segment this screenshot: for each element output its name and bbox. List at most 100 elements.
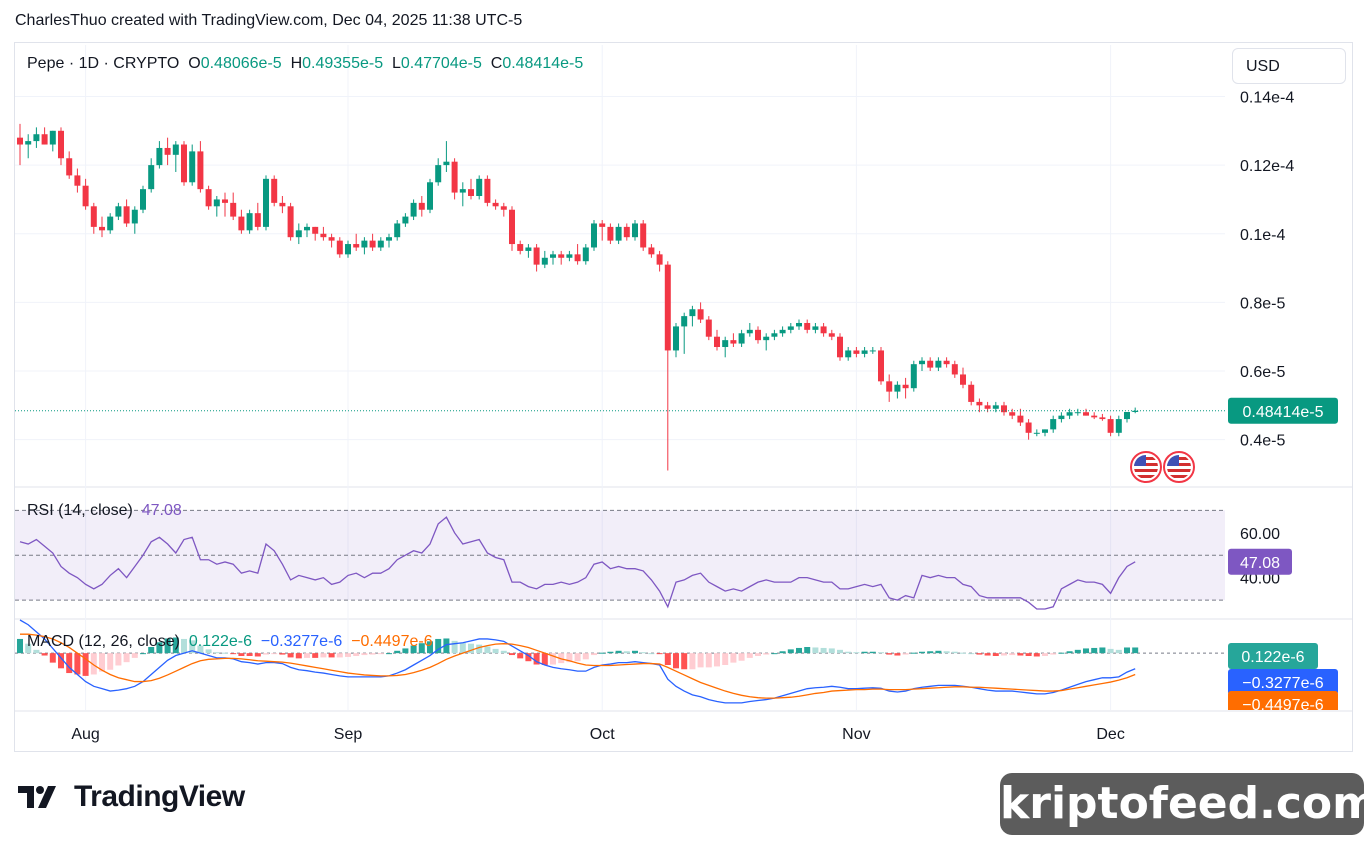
macd-histogram-bar xyxy=(1099,647,1106,654)
macd-histogram-bar xyxy=(459,642,466,654)
candle-body xyxy=(533,247,540,265)
candle-body xyxy=(984,405,991,409)
candle-body xyxy=(451,161,458,193)
macd-histogram-bar xyxy=(1124,647,1130,654)
macd-signal-badge xyxy=(1228,691,1338,710)
macd-histogram-bar xyxy=(755,653,761,656)
candle-body xyxy=(738,333,745,344)
candle-body xyxy=(582,247,589,262)
candle-body xyxy=(197,151,204,190)
macd-histogram-bar xyxy=(500,650,507,654)
candle-body xyxy=(25,141,32,145)
macd-histogram-bar xyxy=(345,653,351,657)
macd-histogram-bar xyxy=(533,653,540,665)
macd-histogram-bar xyxy=(656,653,663,655)
axes: 0.14e-4 0.12e-4 0.1e-4 0.8e-5 0.6e-5 0.4e-5 Au… xyxy=(71,89,1338,743)
candle-body xyxy=(492,202,499,207)
close-label: C xyxy=(490,55,503,72)
macd-histogram-bar xyxy=(33,649,40,654)
macd-histogram-bar xyxy=(681,653,688,670)
macd-histogram-bar xyxy=(476,644,483,654)
candle-body xyxy=(279,202,286,207)
macd-histogram-bar xyxy=(697,653,704,668)
rsi-legend[interactable]: RSI (14, close) 47.08 xyxy=(27,502,182,520)
candle-body xyxy=(1091,415,1098,418)
candle-body xyxy=(640,223,647,248)
macd-histogram-bar xyxy=(845,651,852,654)
candle-body xyxy=(632,223,638,238)
candle-body xyxy=(837,336,843,358)
macd-histogram-bar xyxy=(574,653,581,662)
candle-body xyxy=(861,350,868,354)
macd-histogram-bar xyxy=(853,652,860,654)
candle-body xyxy=(402,216,409,224)
macd-histogram-bar xyxy=(869,651,876,654)
price-tick-label: 0.14e-4 xyxy=(1240,89,1294,106)
macd-histogram-bar xyxy=(730,653,737,663)
candle-body xyxy=(263,178,269,227)
candle-body xyxy=(74,175,81,186)
candle-body xyxy=(656,254,663,265)
candle-body xyxy=(459,189,466,193)
macd-axis-badges: 0.122e-6 −0.3277e-6 −0.4497e-6 xyxy=(1228,643,1338,710)
candle-body xyxy=(1050,419,1057,430)
high-value: 0.49355e-5 xyxy=(302,55,384,72)
macd-histogram-bar xyxy=(451,640,458,654)
candle-body xyxy=(49,130,56,145)
last-price-badge xyxy=(1228,397,1338,424)
macd-histogram-bar xyxy=(919,651,925,654)
macd-histogram-bar xyxy=(558,653,565,664)
candle-body xyxy=(1107,419,1114,433)
macd-histogram-bar xyxy=(49,653,56,663)
candle-body xyxy=(722,340,729,348)
macd-histogram-bar xyxy=(509,653,515,656)
macd-histogram-bar xyxy=(492,648,499,654)
macd-histogram-bar xyxy=(738,653,745,661)
macd-histogram-bar xyxy=(550,653,556,665)
macd-histogram-bar xyxy=(1132,647,1139,654)
candle-body xyxy=(968,384,975,402)
candle-body xyxy=(705,319,712,337)
candle-body xyxy=(1009,412,1016,416)
price-tick-label: 0.8e-5 xyxy=(1240,295,1285,312)
macd-histogram-bar xyxy=(304,653,310,658)
grid-lines xyxy=(15,45,1352,712)
candle-body xyxy=(435,165,442,183)
candle-body xyxy=(1042,429,1048,433)
macd-histogram-bar xyxy=(1042,653,1048,656)
macd-histogram-bar xyxy=(976,653,983,655)
macd-histogram-bar xyxy=(435,638,442,654)
candle-body xyxy=(386,237,392,241)
macd-hist-value: 0.122e-6 xyxy=(188,633,252,650)
macd-histogram-bar xyxy=(58,653,64,669)
candle-body xyxy=(254,213,261,227)
currency-button[interactable]: USD xyxy=(1232,48,1346,84)
macd-histogram-bar xyxy=(328,653,335,658)
rsi-value-label: 47.08 xyxy=(1240,555,1280,572)
candle-body xyxy=(468,189,474,197)
macd-histogram-bar xyxy=(148,647,155,654)
macd-histogram-bar xyxy=(353,653,360,656)
close-value: 0.48414e-5 xyxy=(502,55,584,72)
macd-histogram-bar xyxy=(541,653,548,665)
macd-histogram-bar xyxy=(74,653,81,675)
us-flag-icon[interactable] xyxy=(1163,451,1195,483)
candle-body xyxy=(345,244,351,255)
macd-histogram-bar xyxy=(886,653,893,655)
us-flag-icon[interactable] xyxy=(1130,451,1162,483)
macd-histogram-bar xyxy=(746,653,753,658)
candle-body xyxy=(131,209,138,224)
candle-body xyxy=(1115,419,1122,433)
macd-histogram-bar xyxy=(943,651,950,654)
candle-body xyxy=(779,329,786,334)
macd-histogram-bar xyxy=(213,652,220,654)
candle-body xyxy=(328,237,335,241)
macd-legend[interactable]: MACD (12, 26, close) 0.122e-6 −0.3277e-6… xyxy=(27,633,433,651)
macd-histogram-bar xyxy=(837,649,843,654)
tradingview-logo[interactable]: TradingView xyxy=(18,780,245,814)
symbol-label[interactable]: Pepe · 1D · CRYPTO xyxy=(27,55,180,72)
candle-body xyxy=(1099,417,1106,420)
macd-histogram-bar xyxy=(172,637,179,654)
macd-histogram-bar xyxy=(615,650,622,654)
